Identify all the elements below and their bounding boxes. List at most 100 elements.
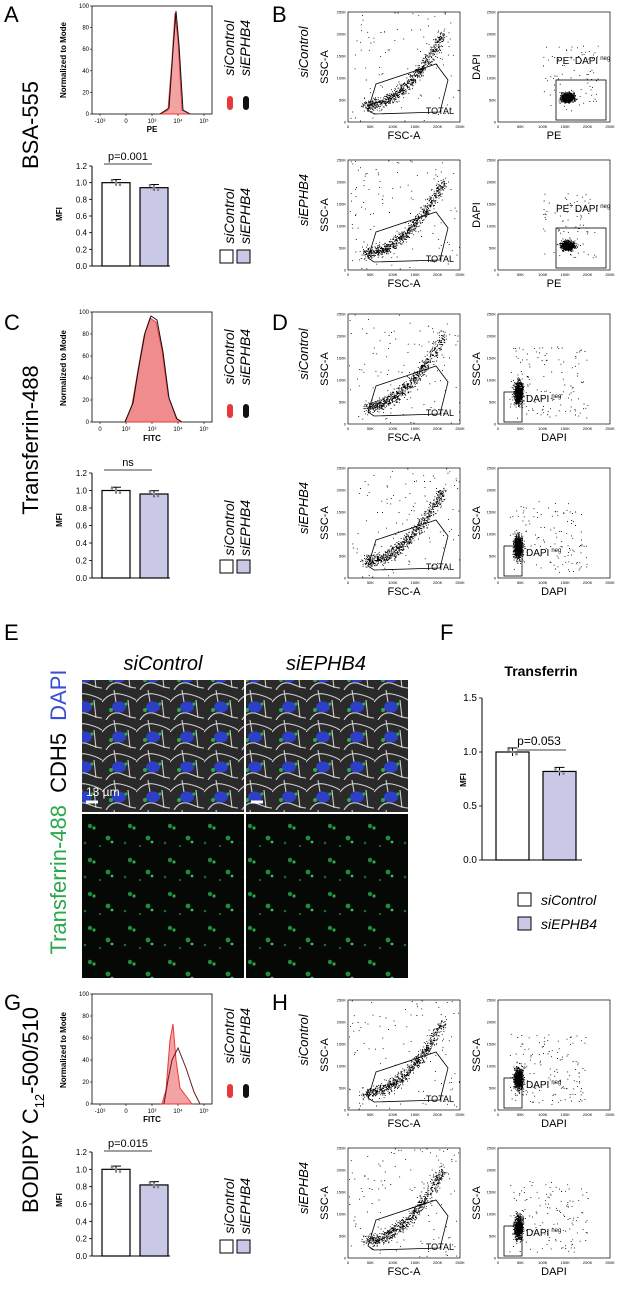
legend-hist-c: siControl siEPHB4	[221, 328, 253, 418]
flow-b-row-0-fsc-ytick: 150K	[337, 54, 347, 59]
bar-g-pval: p=0.015	[108, 1138, 148, 1150]
flow-d-row-0-second-ytick: 0	[494, 422, 497, 427]
flow-d-row-0-fsc-ytick: 250K	[337, 312, 347, 317]
flow-h-row-0-ylabel: SSC-A	[319, 1038, 331, 1072]
flow-b-row-1-second-events	[543, 193, 599, 259]
bar-f-bar-siEPHB4	[542, 770, 577, 861]
bar-a-datapoint	[152, 186, 156, 189]
flow-d-row-0-second-dots	[509, 346, 589, 419]
flow-b-row-1-fsc-xtick: 250K	[455, 272, 465, 277]
legend-siControl: siControl	[221, 1177, 237, 1233]
flow-h-row-0-second-ytick: 50K	[489, 1086, 496, 1091]
flow-h-row-0-second-xtick: 250K	[605, 1112, 615, 1117]
flow-h-row-1-fsc-ytick: 250K	[337, 1146, 347, 1151]
flow-d-row-0-second-frame	[497, 313, 611, 425]
flow-h-row-0-second-dots	[509, 1033, 587, 1105]
flow-d-row-1-gate2	[503, 545, 523, 577]
hist-c-ytick: 60	[82, 354, 89, 360]
bar-g-bar-siControl	[101, 1168, 131, 1257]
hist-a-xtick: 10⁴	[173, 118, 183, 125]
flow-d-row-0-gate2	[503, 391, 523, 423]
side-label-green: Transferrin-488	[46, 805, 71, 955]
flow-h-row-0-xlabel2: DAPI	[541, 1118, 567, 1130]
flow-h-row-0-second-xtick: 50K	[517, 1112, 524, 1117]
flow-b-row-1-second-frame	[497, 159, 611, 271]
legend-hist-a: siControl siEPHB4	[221, 19, 253, 110]
flow-h-row-0-fsc-ytick: 150K	[337, 1042, 347, 1047]
legend-siControl: siControl	[221, 499, 237, 555]
flow-b-row-0-second-ytick: 250K	[487, 10, 497, 15]
flow-h-row-0-second-ytick: 200K	[487, 1020, 497, 1025]
flow-d-row-1-gate-label: TOTAL	[426, 562, 454, 572]
flow-h-row-0-second-xtick: 150K	[561, 1112, 571, 1117]
hist-g-xlabel: FITC	[143, 1115, 161, 1124]
flow-b-row-1-second-xtick: 100K	[538, 272, 548, 277]
bar-g-datapoint	[118, 1170, 122, 1173]
flow-b-row-0-second-xtick: 100K	[538, 124, 548, 129]
flow-h-row-1-gate2	[503, 1225, 523, 1257]
hist-g-ytick: 100	[79, 992, 90, 998]
flow-b-row-0-second-ytick: 100K	[487, 76, 497, 81]
flow-d-row-1-second-frame	[497, 467, 611, 579]
micro-merge-siephb4	[246, 680, 408, 812]
flow-b-row-1-fsc-xtick: 0	[347, 272, 350, 277]
side-label-cdh5: CDH5	[46, 733, 71, 793]
flow-d-row-1-fsc-gate	[367, 519, 449, 571]
micro-merge-sicontrol	[82, 680, 244, 812]
flow-h-row-0-fsc-ytick: 250K	[337, 998, 347, 1003]
bar-c-ytick-label: 1.2	[76, 469, 88, 478]
hist-c-xlabel: FITC	[143, 434, 161, 443]
flow-d-row-1-fsc-xtick: 0	[347, 580, 350, 585]
flow-d-row-1-fsc-xtick: 200K	[433, 580, 443, 585]
bar-f-ytick-label: 1.5	[463, 693, 477, 704]
flow-h-row-0-fsc-ytick: 0	[344, 1108, 347, 1113]
flow-h-row-1-second-ytick: 50K	[489, 1234, 496, 1239]
flow-d-row-0-second-xtick: 200K	[583, 426, 593, 431]
hist-a-ytick: 40	[82, 69, 89, 75]
flow-b-row-1-xlabel: FSC-A	[388, 278, 422, 290]
flow-b-row-0-fsc-gate	[367, 63, 449, 115]
flow-d-row-1-fsc-ytick: 0	[344, 576, 347, 581]
flow-d-row-0-second-events	[509, 346, 589, 419]
side-label-bodipy-sub: 12	[32, 1094, 47, 1108]
flow-h-row-0-second-ytick: 150K	[487, 1042, 497, 1047]
flow-h-row-0-second-events	[509, 1033, 587, 1105]
flow-h-row-1-gate2-label: DAPI neg	[526, 1228, 561, 1239]
flow-b-row-0-ylabel: SSC-A	[319, 50, 331, 84]
flow-d-row-1-fsc-ytick: 150K	[337, 510, 347, 515]
hist-a-ytick: 80	[82, 26, 89, 32]
bar-f-ylabel: MFI	[459, 773, 468, 787]
flow-d-row-1-second-ytick: 50K	[489, 554, 496, 559]
flow-h-row-0-second-frame	[497, 999, 611, 1111]
flow-d-row-0-ylabel: SSC-A	[319, 352, 331, 386]
flow-d-row-0-xlabel2: DAPI	[541, 432, 567, 444]
flow-b-row-1-fsc-ytick: 250K	[337, 158, 347, 163]
flow-h-row-1-second-xtick: 0	[497, 1260, 500, 1265]
flow-d-row-1-fsc-xtick: 250K	[455, 580, 465, 585]
bar-f-datapoint	[507, 748, 510, 752]
bar-c-ytick-label: 1.0	[76, 487, 88, 496]
flow-b-row-0-second-xtick: 0	[497, 124, 500, 129]
flow-h-row-1-second-ytick: 200K	[487, 1168, 497, 1173]
bar-g-ytick-label: 0.0	[76, 1252, 88, 1261]
bar-a-ytick-label: 1.2	[76, 162, 88, 171]
flow-d-row-0-second-ytick: 250K	[487, 312, 497, 317]
flow-d-row-1-fsc-events	[352, 468, 460, 578]
bar-c-bar-siControl	[101, 489, 131, 579]
flow-d-row-0-fsc-ytick: 200K	[337, 334, 347, 339]
flow-b-row-1-second-xtick: 150K	[561, 272, 571, 277]
flow-h-row-0-second-xtick: 0	[497, 1112, 500, 1117]
legend-bar-a: siControl siEPHB4	[219, 187, 253, 264]
flow-d-row-0-fsc-xtick: 50K	[367, 426, 374, 431]
bar-a-datapoint	[110, 179, 114, 182]
flow-d-row-1-fsc-ytick: 100K	[337, 532, 347, 537]
flow-d-row-1-fsc-ytick: 200K	[337, 488, 347, 493]
micro-green-sicontrol	[82, 814, 244, 978]
flow-d-row-1-fsc-dots	[352, 468, 460, 578]
panel-letter-f: F	[440, 620, 453, 645]
flow-b-row-0-second-events	[543, 45, 599, 112]
panel-letter-a: A	[4, 2, 19, 27]
flow-d-row-1-fsc-xtick: 100K	[388, 580, 398, 585]
flow-b-row-1-fsc-xtick: 200K	[433, 272, 443, 277]
flow-d-row-0-fsc-events	[349, 314, 460, 424]
